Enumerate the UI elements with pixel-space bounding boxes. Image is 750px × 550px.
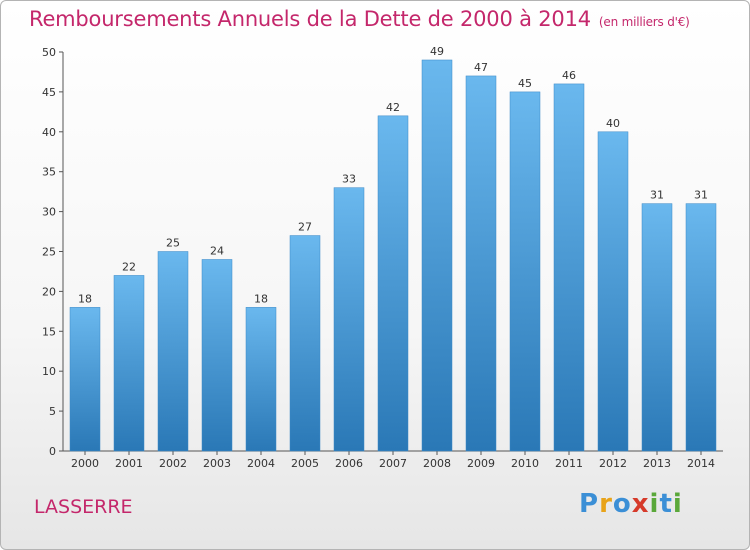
bar-2009 — [465, 75, 497, 452]
chart-subtitle: (en milliers d'€) — [598, 15, 690, 29]
y-tick-label: 40 — [42, 126, 56, 139]
y-tick-label: 45 — [42, 86, 56, 99]
bar-2006 — [333, 187, 365, 452]
bar-2014 — [685, 203, 717, 452]
x-tick-label: 2014 — [687, 457, 715, 470]
x-tick-label: 2012 — [599, 457, 627, 470]
x-tick-label: 2002 — [159, 457, 187, 470]
bars — [69, 59, 717, 452]
bar-2005 — [289, 235, 321, 452]
proxiti-logo: Proxiti — [579, 489, 683, 519]
y-tick-label: 30 — [42, 206, 56, 219]
y-tick-label: 10 — [42, 365, 56, 378]
logo-letter: i — [672, 489, 683, 519]
logo-letter: P — [579, 489, 600, 519]
bar-value-label: 24 — [210, 244, 224, 257]
x-tick-label: 2009 — [467, 457, 495, 470]
logo-letter: r — [599, 489, 613, 519]
bar-2010 — [509, 91, 541, 452]
bar-value-label: 31 — [650, 189, 664, 202]
bar-2002 — [157, 251, 189, 452]
bar-value-label: 42 — [386, 101, 400, 114]
logo-letter: t — [659, 489, 673, 519]
y-tick-label: 35 — [42, 166, 56, 179]
x-tick-label: 2001 — [115, 457, 143, 470]
title-text: Remboursements Annuels de la Dette de 20… — [29, 7, 591, 31]
chart-title: Remboursements Annuels de la Dette de 20… — [29, 7, 690, 31]
bar-value-label: 33 — [342, 173, 356, 186]
y-tick-label: 0 — [49, 445, 56, 458]
x-tick-label: 2011 — [555, 457, 583, 470]
bar-2000 — [69, 307, 101, 452]
bar-2013 — [641, 203, 673, 452]
bar-2008 — [421, 59, 453, 452]
commune-name: LASSERRE — [34, 496, 133, 518]
y-tick-label: 20 — [42, 285, 56, 298]
x-tick-label: 2013 — [643, 457, 671, 470]
bar-value-label: 46 — [562, 69, 576, 82]
bar-value-label: 27 — [298, 221, 312, 234]
bar-value-label: 18 — [78, 292, 92, 305]
bar-value-label: 18 — [254, 292, 268, 305]
x-tick-label: 2006 — [335, 457, 363, 470]
y-tick-label: 5 — [49, 405, 56, 418]
y-tick-label: 15 — [42, 325, 56, 338]
x-tick-label: 2005 — [291, 457, 319, 470]
axes: 0 5 10 15 20 25 30 35 40 45 50 2000 2001 2002 2003 2004… — [42, 46, 723, 470]
x-tick-label: 2004 — [247, 457, 275, 470]
bar-value-label: 31 — [694, 189, 708, 202]
bar-2011 — [553, 83, 585, 452]
logo-letter: x — [631, 489, 650, 519]
bar-value-label: 45 — [518, 77, 532, 90]
bar-2012 — [597, 131, 629, 452]
bar-value-label: 40 — [606, 117, 620, 130]
bar-2007 — [377, 115, 409, 452]
bar-labels: 18 22 25 24 18 27 33 42 49 47 45 46 40 31 31 — [78, 45, 708, 305]
x-tick-label: 2007 — [379, 457, 407, 470]
bar-value-label: 25 — [166, 237, 180, 250]
x-tick-label: 2003 — [203, 457, 231, 470]
logo-letter: i — [649, 489, 660, 519]
x-tick-label: 2008 — [423, 457, 451, 470]
x-tick-label: 2000 — [71, 457, 99, 470]
bar-value-label: 47 — [474, 61, 488, 74]
y-tick-label: 25 — [42, 246, 56, 259]
bar-2003 — [201, 259, 233, 452]
bar-2004 — [245, 307, 277, 452]
x-tick-label: 2010 — [511, 457, 539, 470]
logo-letter: o — [612, 489, 632, 519]
bar-2001 — [113, 275, 145, 452]
bar-value-label: 22 — [122, 260, 136, 273]
bar-value-label: 49 — [430, 45, 444, 58]
y-tick-label: 50 — [42, 46, 56, 59]
